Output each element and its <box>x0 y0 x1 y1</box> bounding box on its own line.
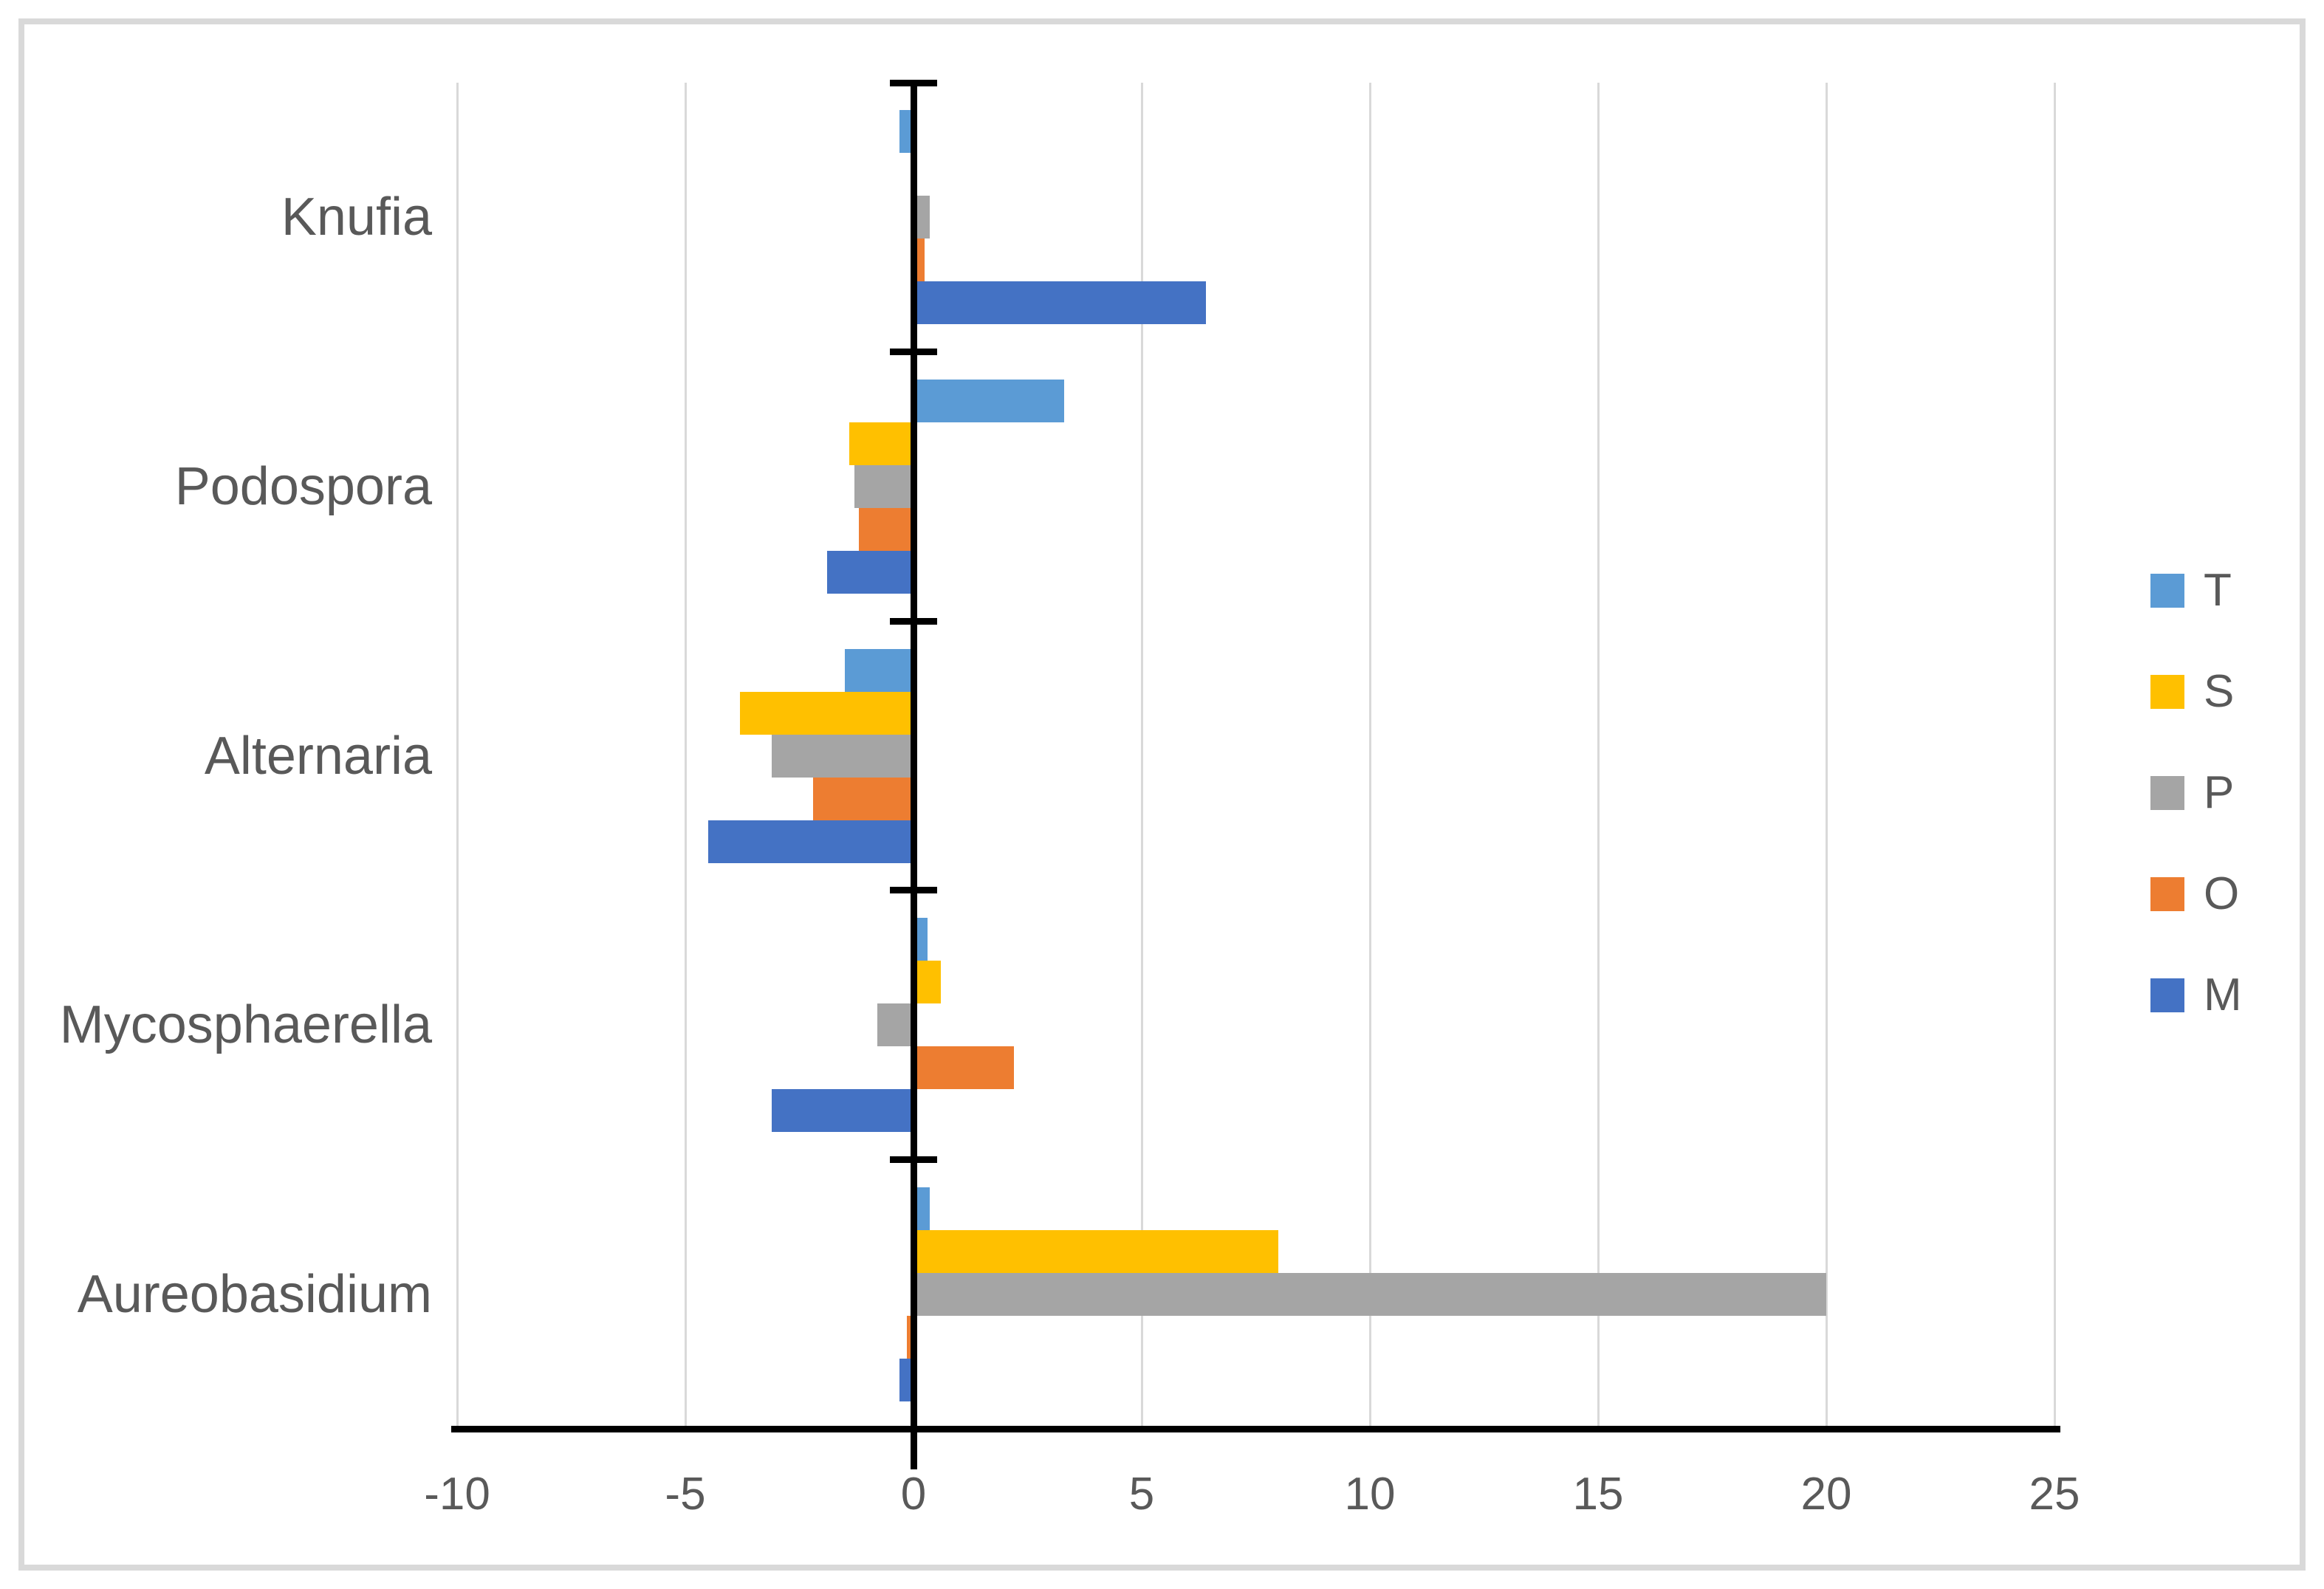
legend-swatch-P <box>2150 776 2184 810</box>
legend-item-S: S <box>2150 666 2242 717</box>
legend-label-S: S <box>2204 666 2235 717</box>
bar-knufia-M <box>914 281 1206 325</box>
x-tick-label-20: 20 <box>1800 1469 1852 1520</box>
gridline--5 <box>684 83 687 1429</box>
legend-swatch-S <box>2150 675 2184 709</box>
category-label-knufia: Knufia <box>281 188 432 247</box>
legend-swatch-O <box>2150 877 2184 911</box>
category-label-podospora: Podospora <box>174 456 432 516</box>
bar-aureobasidium-S <box>914 1229 1279 1273</box>
legend-swatch-M <box>2150 978 2184 1012</box>
gridline-20 <box>1825 83 1828 1429</box>
figure-border <box>18 18 2306 1571</box>
bar-podospora-M <box>826 550 914 594</box>
category-label-alternaria: Alternaria <box>204 726 432 786</box>
legend-item-M: M <box>2150 969 2242 1020</box>
gridline-5 <box>1140 83 1143 1429</box>
gridline-10 <box>1368 83 1371 1429</box>
legend-swatch-T <box>2150 574 2184 608</box>
bar-knufia-P <box>914 196 930 239</box>
x-tick-label--10: -10 <box>424 1469 490 1520</box>
legend-label-O: O <box>2204 868 2240 919</box>
bar-alternaria-O <box>813 777 914 820</box>
legend-item-P: P <box>2150 767 2242 818</box>
bar-aureobasidium-M <box>899 1358 914 1401</box>
x-tick-label-25: 25 <box>2029 1469 2080 1520</box>
bar-alternaria-P <box>772 734 914 778</box>
gridline-25 <box>2053 83 2056 1429</box>
legend-label-M: M <box>2204 969 2242 1020</box>
x-tick-label-5: 5 <box>1128 1469 1155 1520</box>
bar-mycosphaerella-P <box>877 1003 914 1047</box>
bar-podospora-O <box>858 507 914 551</box>
bar-mycosphaerella-M <box>772 1089 914 1133</box>
category-label-mycosphaerella: Mycosphaerella <box>59 995 432 1055</box>
bar-aureobasidium-T <box>914 1187 930 1230</box>
value-axis-line <box>910 83 917 1469</box>
x-tick-label-10: 10 <box>1344 1469 1396 1520</box>
bar-alternaria-M <box>707 820 914 863</box>
bar-mycosphaerella-O <box>914 1046 1014 1090</box>
x-tick-label--5: -5 <box>665 1469 706 1520</box>
bar-alternaria-S <box>740 691 914 735</box>
bar-mycosphaerella-T <box>914 918 928 961</box>
x-tick-label-0: 0 <box>900 1469 927 1520</box>
legend-item-T: T <box>2150 565 2242 616</box>
bar-alternaria-T <box>845 648 914 692</box>
bar-podospora-T <box>914 379 1064 422</box>
legend-label-P: P <box>2204 767 2235 818</box>
legend-item-O: O <box>2150 868 2242 919</box>
bar-aureobasidium-P <box>914 1272 1826 1316</box>
x-tick-label-15: 15 <box>1572 1469 1624 1520</box>
bar-aureobasidium-O <box>906 1315 914 1359</box>
legend-label-T: T <box>2204 565 2232 616</box>
bar-mycosphaerella-S <box>914 961 942 1004</box>
x-axis-line <box>451 1425 2060 1432</box>
gridline--10 <box>456 83 459 1429</box>
category-label-aureobasidium: Aureobasidium <box>77 1264 432 1324</box>
gridline-15 <box>1597 83 1600 1429</box>
bar-knufia-T <box>899 110 914 154</box>
bar-podospora-S <box>849 422 914 465</box>
bar-podospora-P <box>854 464 914 508</box>
